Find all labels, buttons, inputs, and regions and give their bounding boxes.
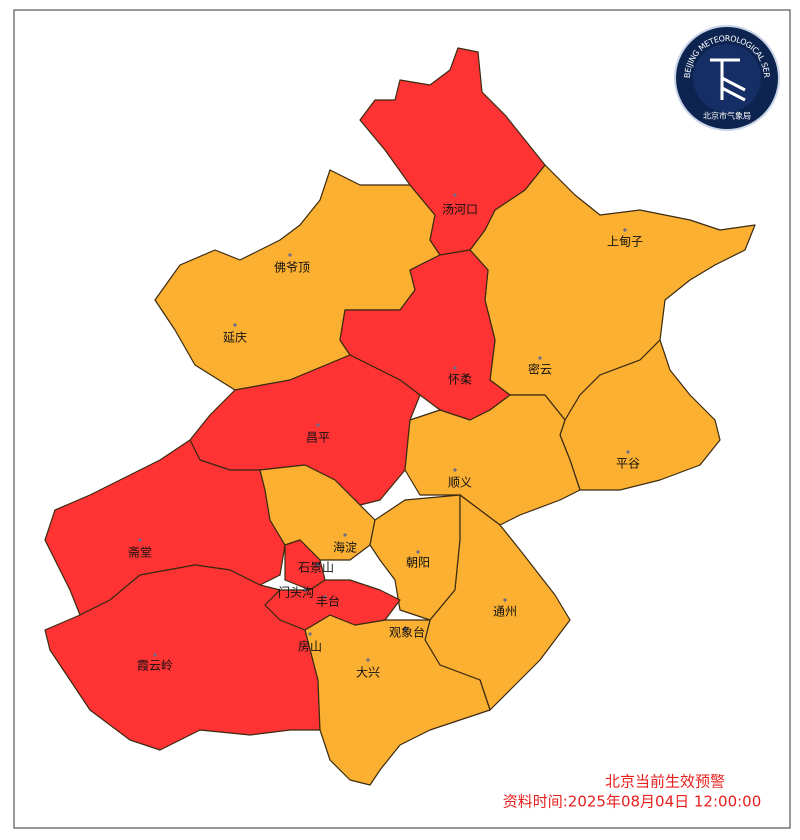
station-dot: [538, 356, 542, 360]
regions: [44, 47, 756, 786]
station-dot: [623, 228, 627, 232]
region: [359, 47, 546, 256]
station-label: 丰台: [316, 594, 340, 609]
station-dot: [453, 468, 457, 472]
station-label: 密云: [528, 362, 552, 377]
station-label: 通州: [493, 605, 517, 619]
station-label: 怀柔: [448, 373, 472, 387]
station-dot: [233, 323, 237, 327]
station-label: 顺义: [448, 476, 472, 490]
station-dot: [308, 632, 312, 636]
logo-name: 北京市气象局: [703, 111, 751, 121]
station-label: 佛爷顶: [274, 261, 310, 275]
station-dot: [316, 423, 320, 427]
station-dot: [503, 598, 507, 602]
station-label: 上甸子: [607, 235, 643, 249]
station-label: 延庆: [223, 331, 247, 345]
station-label: 石景山: [298, 561, 334, 575]
station-label: 汤河口: [442, 203, 478, 217]
station-dot: [403, 627, 407, 631]
data-time: 资料时间:2025年08月04日 12:00:00: [503, 793, 762, 811]
station-label: 房山: [298, 639, 322, 654]
station-label: 大兴: [356, 666, 380, 680]
station-dot: [153, 653, 157, 657]
region: [404, 394, 581, 526]
station-label: 霞云岭: [137, 659, 173, 673]
station-dot: [453, 366, 457, 370]
station-dot: [138, 538, 142, 542]
station-dot: [366, 658, 370, 662]
logo-inner: [693, 44, 761, 112]
station-dot: [303, 588, 307, 592]
map-title: 北京当前生效预警: [605, 773, 725, 791]
station-dot: [416, 550, 420, 554]
station-label: 观象台: [389, 625, 425, 640]
station-label: 斋堂: [128, 545, 152, 560]
region: [259, 464, 376, 561]
station-label: 昌平: [306, 431, 330, 445]
station-dot: [626, 450, 630, 454]
station-dot: [316, 563, 320, 567]
logo-symbol: [710, 58, 746, 102]
station-dot: [453, 193, 457, 197]
station-label: 门头沟: [278, 585, 314, 600]
station-dot: [323, 595, 327, 599]
station-dot: [288, 253, 292, 257]
station-label: 朝阳: [406, 556, 430, 570]
station-label: 平谷: [616, 457, 640, 471]
station-label: 海淀: [333, 540, 357, 555]
station-dot: [343, 533, 347, 537]
region: [264, 579, 401, 631]
